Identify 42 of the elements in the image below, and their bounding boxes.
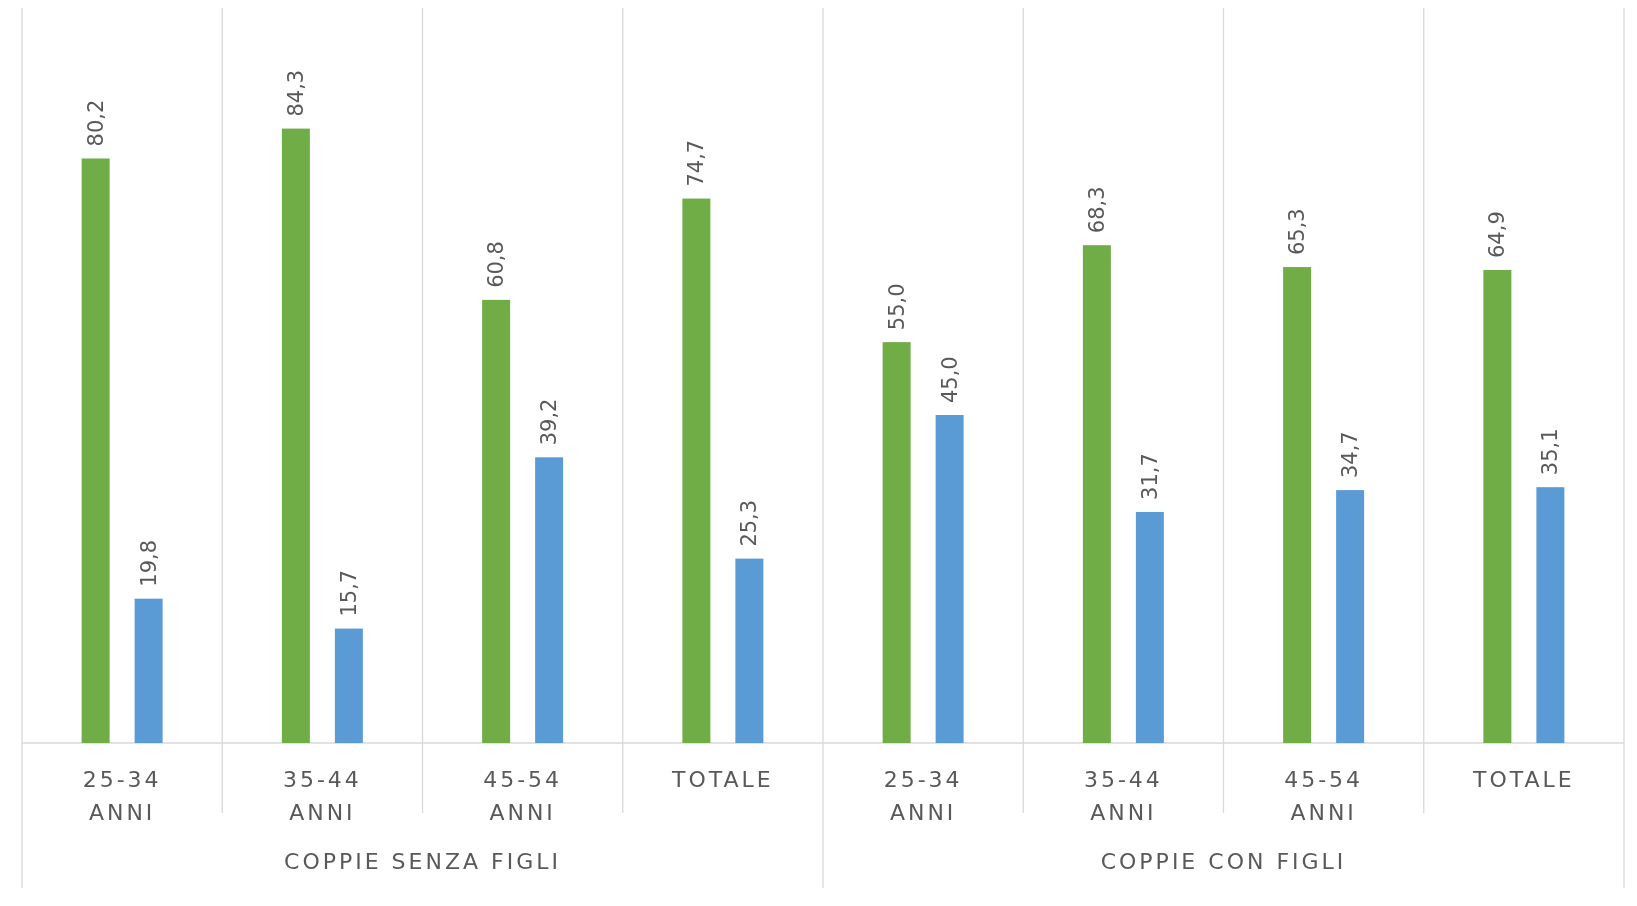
data-label: 60,8: [484, 241, 509, 288]
bar: [535, 457, 564, 743]
data-label: 15,7: [336, 569, 361, 617]
bar: [334, 628, 363, 743]
data-label: 19,8: [136, 539, 161, 587]
bar: [1283, 267, 1312, 743]
x-tick-label: TOTALE: [671, 767, 774, 792]
data-label: 39,2: [537, 398, 562, 446]
bar: [1135, 511, 1164, 743]
x-tick-label: 35-44 ANNI: [1083, 767, 1163, 825]
data-label: 55,0: [884, 283, 909, 331]
bar: [1536, 487, 1565, 743]
bar: [935, 415, 964, 743]
bar: [134, 598, 163, 743]
text: COPPIE CON FIGLI: [1100, 849, 1347, 874]
bar: [1483, 269, 1512, 743]
bar: [1082, 245, 1111, 743]
data-label: 84,3: [283, 69, 308, 117]
data-label: 25,3: [737, 499, 762, 547]
x-tick-label: 25-34 ANNI: [883, 767, 963, 825]
bar: [281, 128, 310, 743]
x-tick-label: 25-34 ANNI: [82, 767, 162, 825]
bar: [81, 158, 110, 743]
x-tick-label: 35-44 ANNI: [282, 767, 362, 825]
data-label: 80,2: [83, 99, 108, 147]
data-label: 65,3: [1285, 208, 1310, 256]
bar: [1336, 490, 1365, 743]
data-label: 35,1: [1538, 428, 1563, 476]
data-label: 45,0: [937, 356, 962, 404]
data-label: 31,7: [1137, 453, 1162, 500]
text: COPPIE SENZA FIGLI: [284, 849, 561, 874]
data-label: 68,3: [1084, 186, 1109, 234]
x-tick-label: 45-54 ANNI: [483, 767, 563, 825]
data-label: 64,9: [1485, 211, 1510, 258]
data-label: 74,7: [684, 139, 709, 187]
bar: [482, 299, 511, 743]
bar: [735, 558, 764, 743]
bar: [682, 198, 711, 743]
x-tick-label: TOTALE: [1472, 767, 1575, 792]
x-tick-label: 45-54 ANNI: [1284, 767, 1364, 825]
data-label: 34,7: [1338, 431, 1363, 479]
bar: [882, 342, 911, 743]
